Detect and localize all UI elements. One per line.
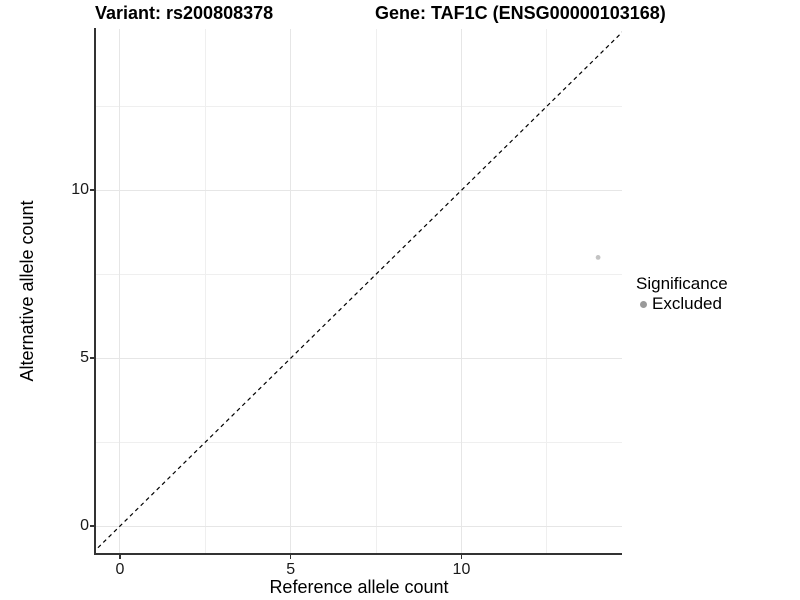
y-axis-tick-label: 10 <box>71 181 89 199</box>
y-axis-tick <box>90 525 95 527</box>
x-axis-line <box>94 553 622 555</box>
minor-gridline-vertical <box>204 29 206 553</box>
legend-title: Significance <box>636 274 728 293</box>
major-gridline-horizontal <box>96 357 622 359</box>
major-gridline-vertical <box>460 29 462 553</box>
identity-line <box>96 31 622 551</box>
x-axis-title: Reference allele count <box>269 577 449 597</box>
y-axis-tick <box>90 357 95 359</box>
y-axis-tick-label: 0 <box>80 517 89 535</box>
legend-items: Excluded <box>636 294 728 314</box>
plot-title-variant: Variant: rs200808378 <box>95 3 274 23</box>
x-axis-tick <box>119 554 121 560</box>
major-gridline-horizontal <box>96 189 622 191</box>
x-axis-tick <box>289 554 292 560</box>
data-point <box>595 255 601 260</box>
plot-title-gene: Gene: TAF1C (ENSG00000103168) <box>375 3 666 23</box>
major-gridline-horizontal <box>96 525 622 527</box>
plot-panel: 0 5 10 0 5 10 <box>71 28 622 578</box>
y-axis-tick <box>90 189 95 192</box>
major-gridline-vertical <box>290 29 292 553</box>
minor-gridline-vertical <box>375 29 377 553</box>
major-gridline-vertical <box>119 29 121 553</box>
y-axis-title: Alternative allele count <box>17 200 37 382</box>
minor-gridline-vertical <box>546 29 548 553</box>
minor-gridline-horizontal <box>96 105 622 107</box>
minor-gridline-horizontal <box>96 273 622 275</box>
x-axis-tick-label: 10 <box>452 561 471 578</box>
minor-gridline-horizontal <box>96 441 622 443</box>
y-axis-line <box>94 28 96 555</box>
legend-item: Excluded <box>636 294 728 314</box>
x-axis-tick-label: 5 <box>286 561 296 578</box>
x-axis-tick-label: 0 <box>115 561 125 578</box>
y-axis-tick-label: 5 <box>80 349 89 367</box>
x-axis-tick <box>460 554 463 560</box>
legend-key-dot-icon <box>640 300 647 308</box>
legend-item-label: Excluded <box>652 294 722 313</box>
plot-draw-layer <box>96 31 622 551</box>
legend: Significance Excluded <box>636 274 728 314</box>
